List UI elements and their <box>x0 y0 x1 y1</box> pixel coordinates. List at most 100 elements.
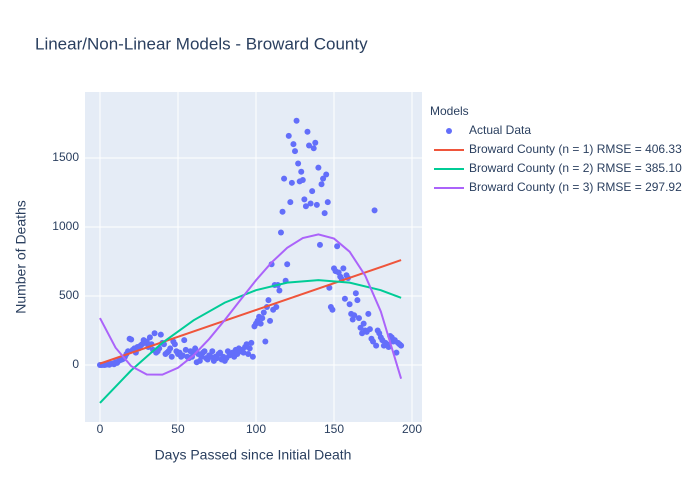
data-point <box>181 337 188 344</box>
data-point <box>312 139 319 146</box>
data-point <box>157 331 164 338</box>
data-point <box>315 164 322 171</box>
chart-title: Linear/Non-Linear Models - Broward Count… <box>35 34 368 53</box>
data-point <box>295 160 302 167</box>
data-point <box>146 334 153 341</box>
x-tick-label: 100 <box>246 422 266 436</box>
data-point <box>167 345 174 352</box>
legend: Models Actual Data Broward County (n = 1)… <box>430 104 682 194</box>
data-point <box>267 317 274 324</box>
data-point <box>309 188 316 195</box>
x-tick-label: 150 <box>324 422 344 436</box>
data-point <box>320 175 327 182</box>
data-point <box>262 338 269 345</box>
data-point <box>299 177 306 184</box>
legend-label: Broward County (n = 3) RMSE = 297.92 <box>469 180 682 194</box>
data-point <box>370 338 377 345</box>
data-point <box>179 352 186 359</box>
data-point <box>257 320 264 327</box>
legend-title: Models <box>430 104 469 118</box>
data-point <box>398 342 405 349</box>
data-point <box>357 324 364 331</box>
data-point <box>352 290 359 297</box>
data-point <box>192 345 199 352</box>
data-point <box>279 208 286 215</box>
data-point <box>323 171 330 178</box>
data-point <box>321 210 328 217</box>
y-tick-label: 500 <box>59 288 79 302</box>
data-point <box>277 229 284 236</box>
data-point <box>366 326 373 333</box>
data-point <box>201 348 208 355</box>
data-point <box>334 243 341 250</box>
data-point <box>259 315 266 322</box>
x-tick-label: 200 <box>402 422 422 436</box>
data-point <box>285 132 292 139</box>
data-point <box>340 265 347 272</box>
data-point <box>310 145 317 152</box>
model-line <box>99 233 403 379</box>
data-point <box>290 141 297 148</box>
data-point <box>288 179 295 186</box>
plot-area <box>85 92 422 422</box>
data-point <box>207 353 214 360</box>
data-point <box>371 207 378 214</box>
data-point <box>341 295 348 302</box>
y-axis-title: Number of Deaths <box>13 200 29 314</box>
data-point <box>355 315 362 322</box>
y-tick-label: 1000 <box>52 219 79 233</box>
data-point <box>217 349 224 356</box>
data-point <box>260 309 267 316</box>
data-point <box>316 241 323 248</box>
data-point <box>248 339 255 346</box>
data-point <box>151 330 158 337</box>
model-line <box>99 259 402 365</box>
data-point <box>182 346 189 353</box>
data-point <box>304 128 311 135</box>
data-point <box>273 304 280 311</box>
y-tick-label: 0 <box>72 357 79 371</box>
data-point <box>287 199 294 206</box>
x-axis-title: Days Passed since Initial Death <box>155 447 352 463</box>
data-point <box>329 306 336 313</box>
data-point <box>128 336 135 343</box>
data-point <box>246 345 253 352</box>
data-point <box>346 301 353 308</box>
x-tick-label: 0 <box>97 422 104 436</box>
data-point <box>318 181 325 188</box>
data-point <box>293 117 300 124</box>
data-point <box>306 142 313 149</box>
data-point <box>209 348 216 355</box>
data-point <box>245 350 252 357</box>
data-point <box>265 297 272 304</box>
data-point <box>301 196 308 203</box>
data-point <box>276 287 283 294</box>
y-tick-label: 1500 <box>52 150 79 164</box>
data-point <box>360 320 367 327</box>
marks <box>96 117 405 404</box>
legend-label: Broward County (n = 2) RMSE = 385.10 <box>469 161 682 175</box>
data-point <box>373 342 380 349</box>
data-point <box>313 201 320 208</box>
data-point <box>302 203 309 210</box>
data-point <box>243 341 250 348</box>
legend-label: Broward County (n = 1) RMSE = 406.33 <box>469 142 682 156</box>
data-point <box>354 297 361 304</box>
legend-label: Actual Data <box>469 123 531 137</box>
grid <box>85 92 422 422</box>
data-point <box>365 310 372 317</box>
data-point <box>281 175 288 182</box>
data-point <box>240 349 247 356</box>
data-point <box>284 261 291 268</box>
model-line <box>99 279 402 404</box>
legend-symbol <box>446 128 452 134</box>
data-point <box>143 338 150 345</box>
data-point <box>324 199 331 206</box>
data-point <box>307 200 314 207</box>
data-point <box>171 341 178 348</box>
data-point <box>298 168 305 175</box>
data-point <box>249 353 256 360</box>
x-tick-label: 50 <box>171 422 185 436</box>
data-point <box>393 349 400 356</box>
